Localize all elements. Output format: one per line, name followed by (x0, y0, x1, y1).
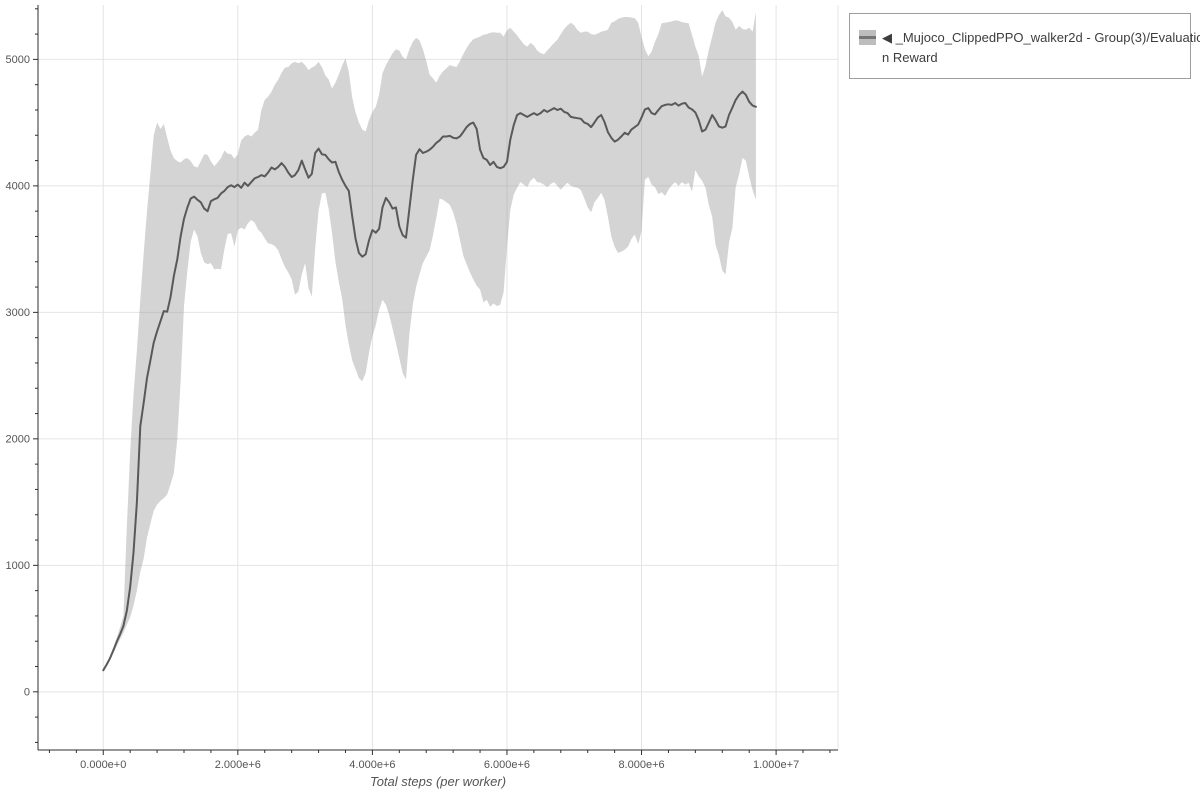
legend-line-swatch-icon (859, 36, 876, 39)
axes (37, 5, 838, 751)
legend-label-line2: n Reward (882, 50, 938, 65)
tick-labels: 0.000e+0 2.000e+6 4.000e+6 6.000e+6 8.000e+6… (6, 54, 800, 771)
x-tick-label: 1.000e+7 (753, 759, 799, 771)
x-tick-label: 8.000e+6 (618, 759, 664, 771)
x-tick-label: 2.000e+6 (215, 759, 261, 771)
legend-label: ◀ _Mujoco_ClippedPPO_walker2d - Group(3)… (882, 28, 1200, 68)
y-tick-label: 4000 (6, 180, 30, 192)
y-tick-label: 0 (24, 686, 30, 698)
legend-label-line1: ◀ _Mujoco_ClippedPPO_walker2d - Group(3)… (882, 30, 1200, 45)
x-axis-label: Total steps (per worker) (370, 774, 506, 789)
x-tick-label: 4.000e+6 (349, 759, 395, 771)
x-tick-label: 0.000e+0 (80, 759, 126, 771)
y-tick-label: 2000 (6, 433, 30, 445)
y-tick-label: 1000 (6, 560, 30, 572)
gridlines (38, 5, 839, 750)
legend-band-swatch-icon (859, 30, 876, 45)
legend[interactable]: ◀ _Mujoco_ClippedPPO_walker2d - Group(3)… (849, 13, 1200, 79)
y-tick-label: 5000 (6, 54, 30, 66)
ticks (33, 8, 831, 755)
x-tick-label: 6.000e+6 (484, 759, 530, 771)
y-tick-label: 3000 (6, 307, 30, 319)
mean-reward-line (102, 90, 757, 672)
